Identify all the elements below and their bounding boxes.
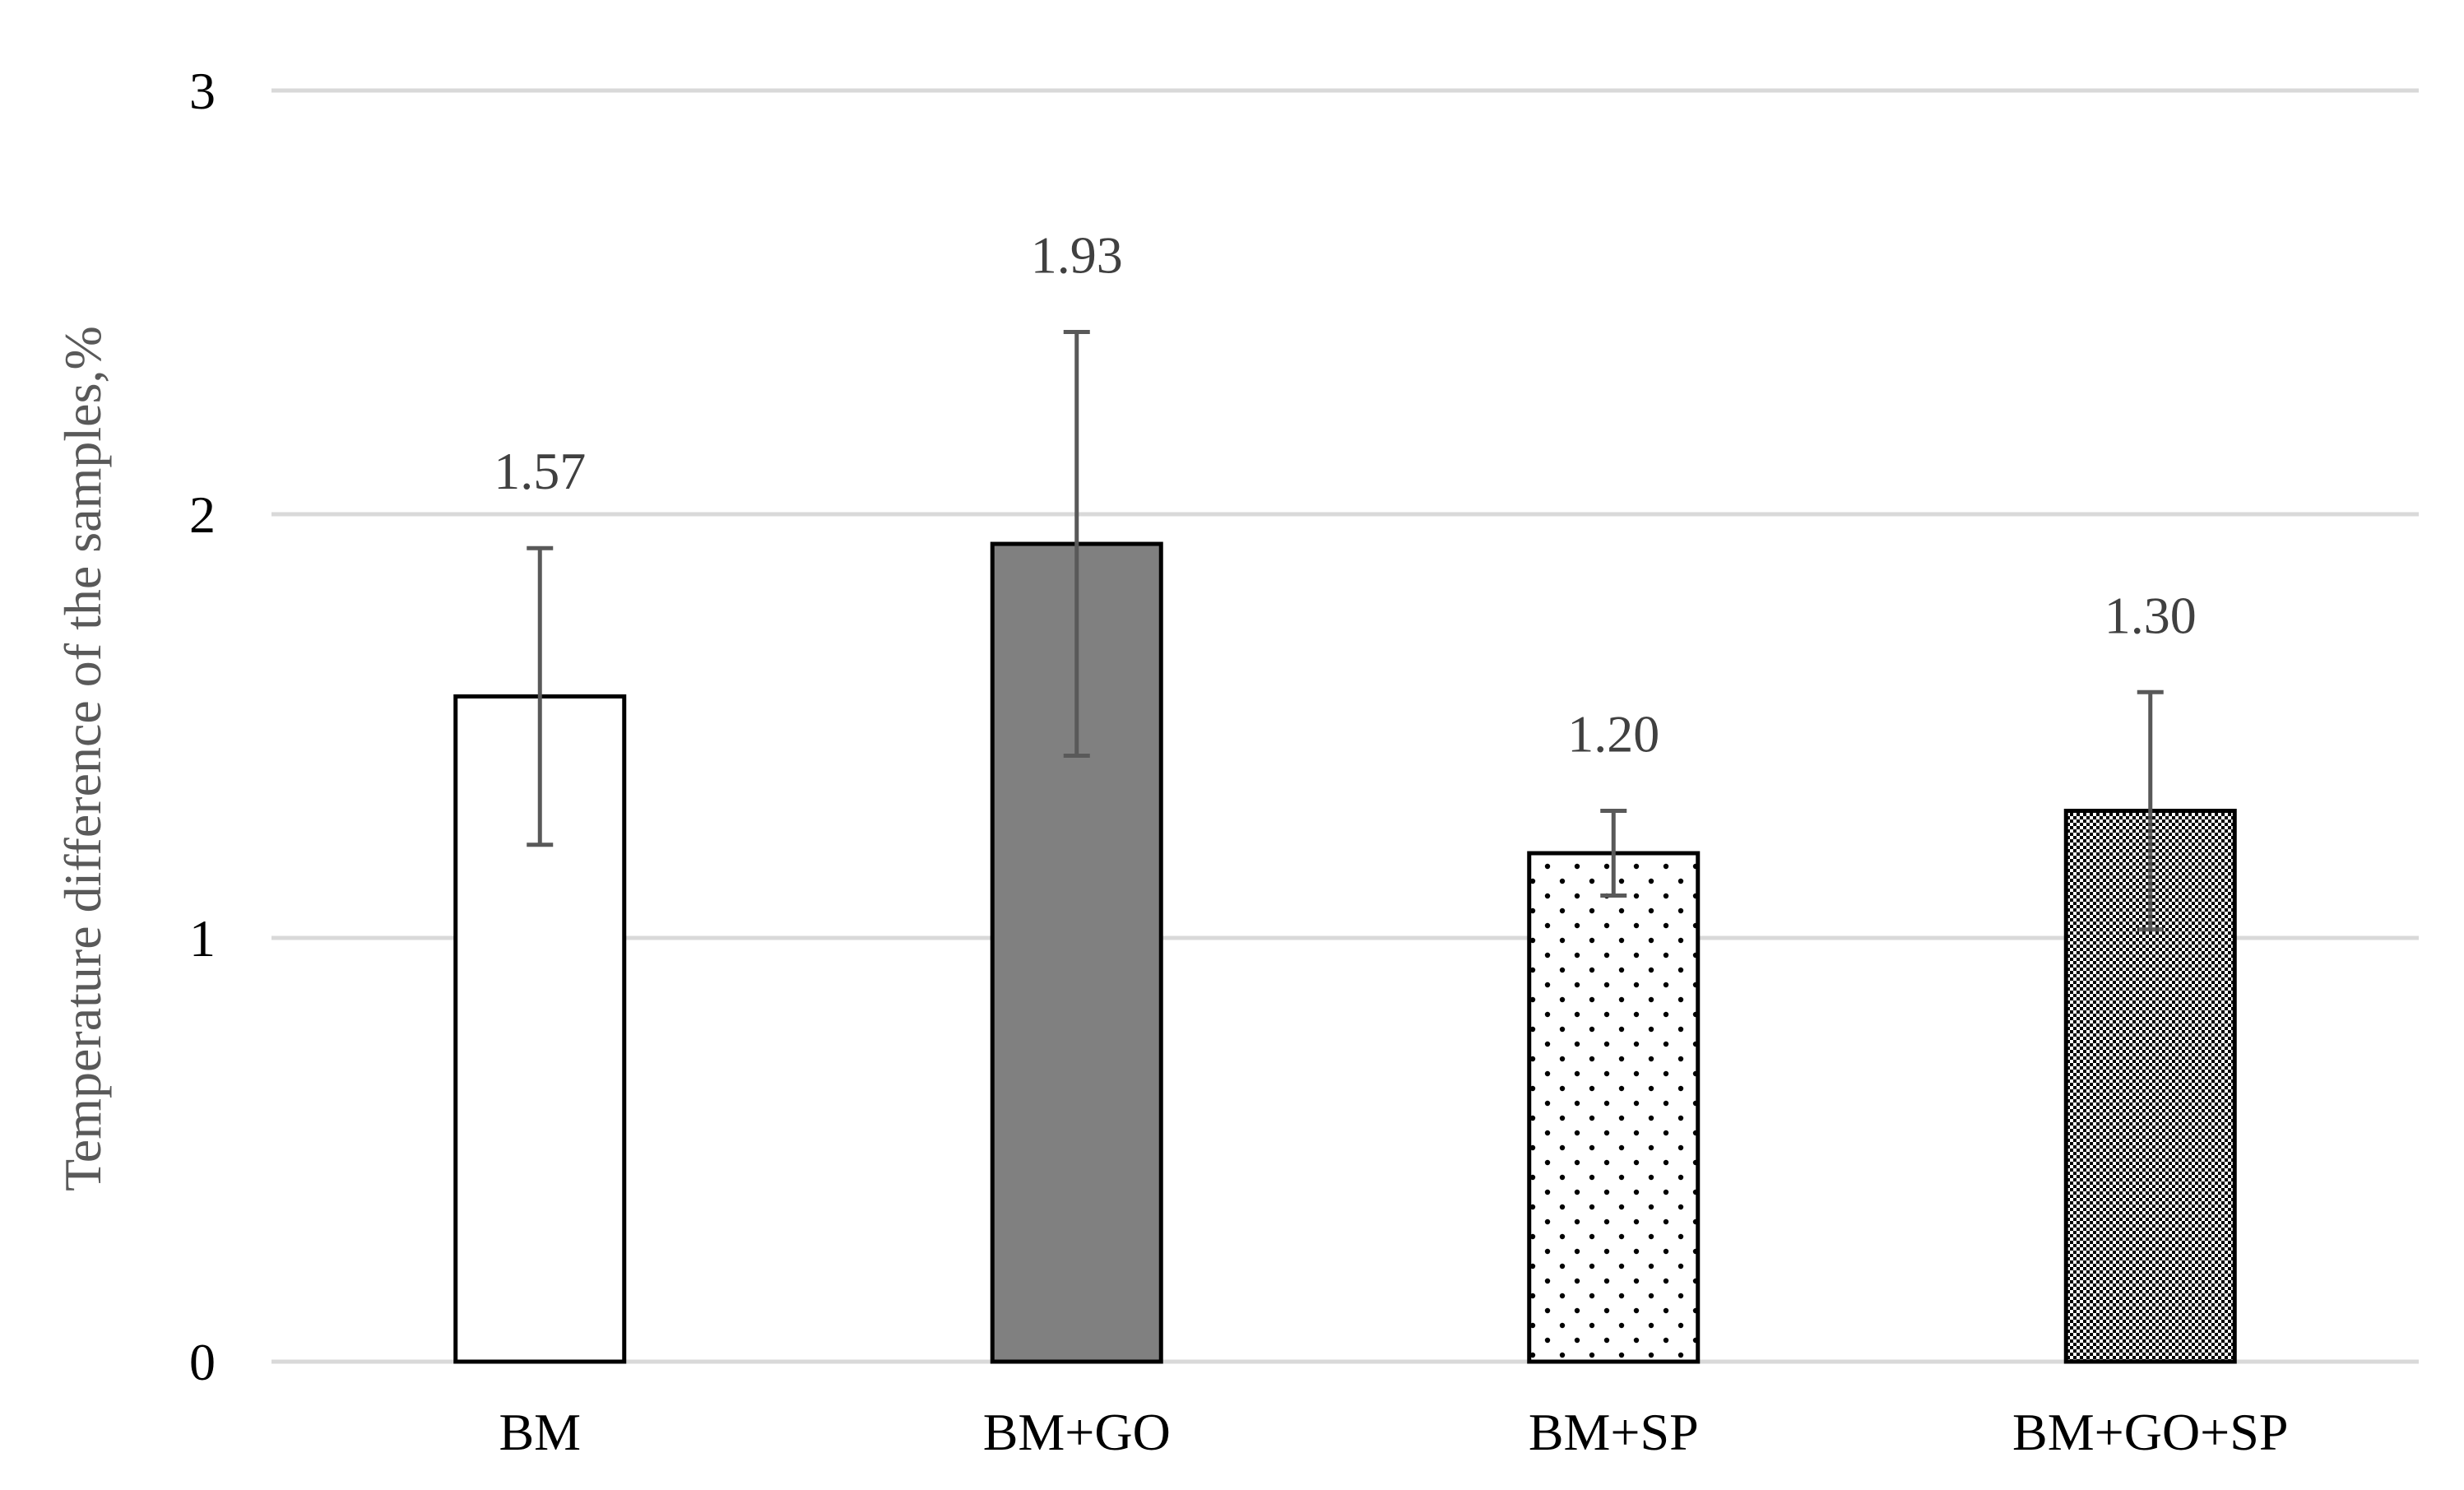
- error-bars: [527, 330, 2164, 932]
- gridlines: [271, 88, 2419, 1364]
- y-tick-label-3: 3: [189, 62, 216, 120]
- data-label-1: 1.93: [1031, 226, 1123, 285]
- error-bar-1: [1063, 330, 1090, 759]
- category-label-0: BM: [499, 1403, 581, 1461]
- labels: 0 1 2 3 1.57 BM 1.93 BM+GO 1.20 BM+SP 1.30 BM+GO+SP: [189, 62, 2288, 1461]
- category-label-2: BM+SP: [1529, 1403, 1699, 1461]
- category-label-1: BM+GO: [983, 1403, 1171, 1461]
- data-label-3: 1.30: [2104, 586, 2197, 644]
- bars: [453, 541, 2237, 1364]
- bar-2: [1527, 851, 1701, 1364]
- y-tick-label-1: 1: [189, 909, 216, 968]
- y-tick-label-2: 2: [189, 485, 216, 544]
- error-bar-3: [2137, 689, 2164, 932]
- data-label-2: 1.20: [1567, 705, 1659, 764]
- data-label-0: 1.57: [494, 442, 586, 500]
- y-axis-title: Temperature difference of the samples,%: [53, 326, 112, 1191]
- error-bar-2: [1600, 809, 1627, 898]
- error-bar-0: [527, 545, 554, 847]
- y-tick-label-0: 0: [189, 1333, 216, 1391]
- category-label-3: BM+GO+SP: [2012, 1403, 2288, 1461]
